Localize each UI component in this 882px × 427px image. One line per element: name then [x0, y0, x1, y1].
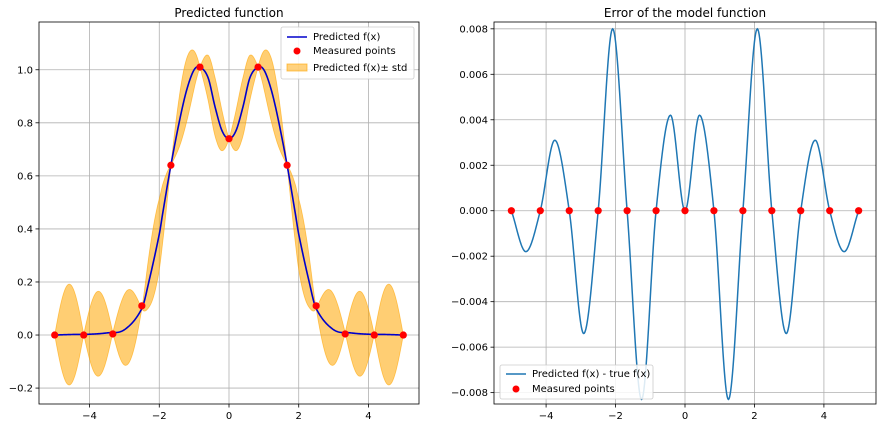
legend-label: Measured points — [532, 384, 615, 395]
y-axis-ticks: −0.008 −0.006 −0.004 −0.002 0.000 0.002 0.004 0… — [451, 24, 494, 399]
y-tick-label: 0.2 — [17, 277, 33, 288]
legend-marker-swatch — [293, 47, 301, 55]
y-tick-label: 0.8 — [17, 118, 33, 129]
measured-point — [51, 331, 59, 339]
measured-point — [652, 207, 660, 215]
measured-point — [283, 161, 291, 169]
y-tick-label: 0.002 — [459, 161, 488, 172]
measured-point — [739, 207, 747, 215]
measured-point — [681, 207, 689, 215]
measured-point — [254, 63, 262, 71]
x-tick-label: 0 — [682, 411, 688, 422]
measured-point — [80, 331, 88, 339]
y-tick-label: 0.000 — [459, 206, 488, 217]
legend-box — [499, 364, 654, 400]
measured-point — [225, 135, 233, 143]
x-tick-label: −2 — [152, 411, 167, 422]
x-tick-label: −4 — [82, 411, 97, 422]
measured-point — [109, 330, 117, 338]
measured-point — [565, 207, 573, 215]
grid — [39, 22, 419, 404]
y-tick-label: −0.008 — [451, 388, 488, 399]
x-axis-ticks: −4 −2 0 2 4 — [82, 404, 372, 422]
measured-point — [710, 207, 718, 215]
legend-band-swatch — [286, 63, 308, 72]
x-tick-label: 2 — [751, 411, 757, 422]
chart-title: Predicted function — [174, 6, 283, 20]
measured-point — [196, 63, 204, 71]
legend-label: Predicted f(x) - true f(x) — [532, 369, 650, 380]
y-tick-label: 0.004 — [459, 115, 488, 126]
measured-point — [536, 207, 544, 215]
y-tick-label: −0.004 — [451, 297, 488, 308]
measured-points — [51, 63, 407, 339]
y-tick-label: −0.2 — [9, 384, 33, 395]
legend-label: Predicted f(x)± std — [313, 63, 407, 74]
measured-point — [399, 331, 407, 339]
measured-point — [370, 331, 378, 339]
y-tick-label: −0.006 — [451, 343, 488, 354]
measured-points — [507, 207, 863, 215]
legend: Predicted f(x) - true f(x) Measured poin… — [499, 364, 654, 400]
x-tick-label: 0 — [226, 411, 232, 422]
x-tick-label: −4 — [539, 411, 554, 422]
x-tick-label: 4 — [365, 411, 371, 422]
y-tick-label: 0.006 — [459, 70, 488, 81]
measured-point — [826, 207, 834, 215]
legend-marker-swatch — [512, 385, 520, 393]
y-tick-label: 0.008 — [459, 24, 488, 35]
y-tick-label: 0.4 — [17, 224, 33, 235]
legend: Predicted f(x) Measured points Predicted… — [280, 26, 415, 80]
measured-point — [855, 207, 863, 215]
measured-point — [167, 161, 175, 169]
legend-label: Measured points — [313, 46, 396, 57]
y-tick-label: −0.002 — [451, 252, 488, 263]
measured-point — [341, 330, 349, 338]
legend-box — [280, 26, 415, 80]
measured-point — [312, 302, 320, 310]
chart-title: Error of the model function — [604, 6, 766, 20]
measured-point — [768, 207, 776, 215]
legend-label: Predicted f(x) — [313, 32, 380, 43]
y-axis-ticks: −0.2 0.0 0.2 0.4 0.6 0.8 1.0 — [9, 65, 39, 395]
chart-error-of-model: Error of the model function −4 −2 0 2 4 −0.0… — [451, 6, 877, 422]
measured-point — [797, 207, 805, 215]
measured-point — [138, 302, 146, 310]
x-tick-label: 4 — [821, 411, 827, 422]
measured-point — [594, 207, 602, 215]
x-axis-ticks: −4 −2 0 2 4 — [539, 404, 827, 422]
y-tick-label: 1.0 — [17, 65, 33, 76]
x-tick-label: −2 — [608, 411, 623, 422]
measured-point — [507, 207, 515, 215]
y-tick-label: 0.6 — [17, 171, 33, 182]
chart-predicted-function: Predicted function −4 −2 0 2 4 −0.2 0.0 0.2 0.4… — [9, 6, 420, 422]
x-tick-label: 2 — [296, 411, 302, 422]
measured-point — [623, 207, 631, 215]
y-tick-label: 0.0 — [17, 331, 33, 342]
